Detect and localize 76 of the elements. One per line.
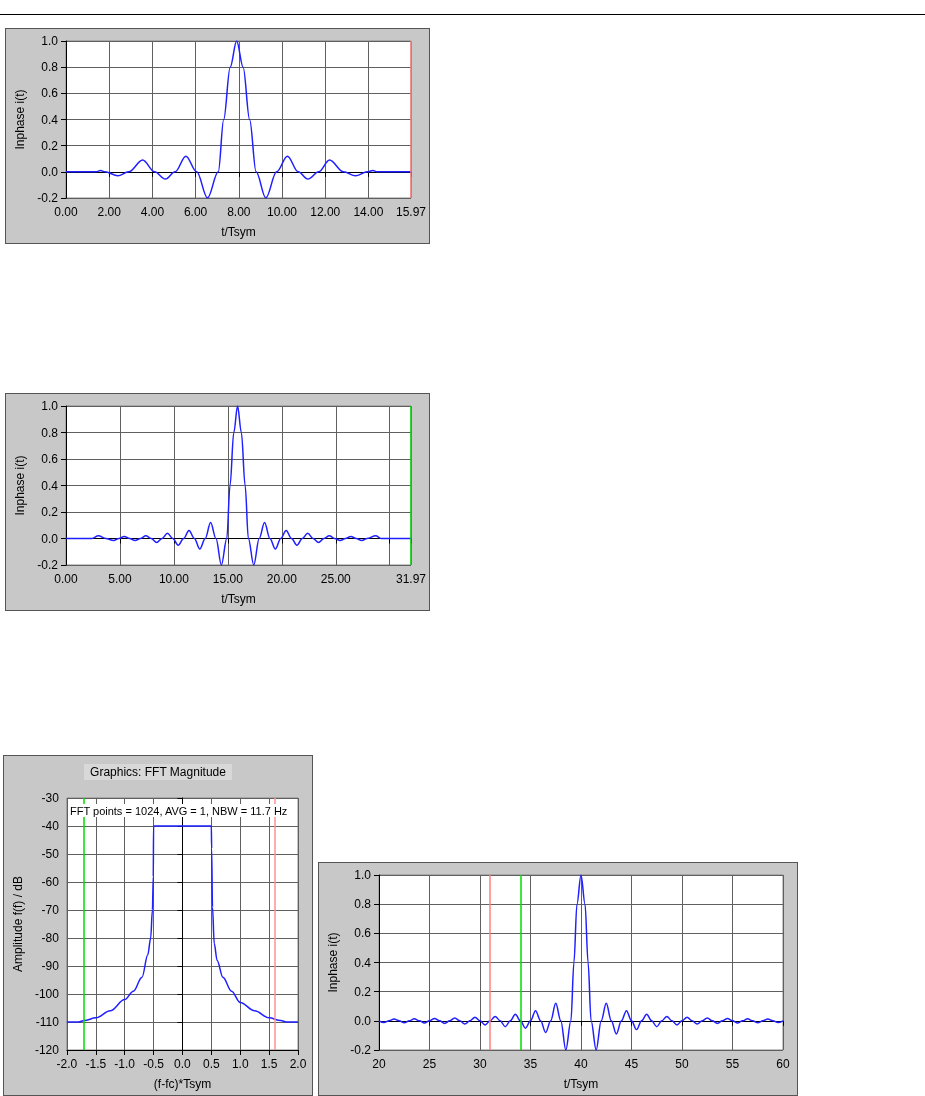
x-tick-label: 2.0 <box>289 1057 307 1071</box>
x-tick-label: 14.00 <box>353 205 384 219</box>
y-tick-label: 0.4 <box>41 112 59 127</box>
y-tick-label: -30 <box>41 791 60 805</box>
y-axis-title: Inphase i(t) <box>13 89 27 150</box>
x-tick-label: 35 <box>523 1057 538 1071</box>
y-tick-label: 0.0 <box>354 1013 372 1028</box>
y-tick-label: 0.4 <box>41 478 59 493</box>
x-tick-label: 10.00 <box>267 205 298 219</box>
y-tick-label: 0.2 <box>41 138 59 153</box>
x-tick-label: -1.5 <box>85 1057 107 1071</box>
y-tick-label: -50 <box>41 847 60 861</box>
y-tick-label: -100 <box>34 987 60 1001</box>
y-tick-label: -120 <box>34 1043 60 1057</box>
x-tick-label: 0.00 <box>54 205 78 219</box>
x-axis-title: t/Tsym <box>563 1077 599 1091</box>
y-tick-label: 0.0 <box>41 531 59 546</box>
x-tick-label: 10.00 <box>158 572 190 586</box>
y-tick-label: -80 <box>41 931 60 945</box>
y-tick-label: 0.6 <box>354 926 372 941</box>
y-tick-label: 0.6 <box>41 452 59 466</box>
x-tick-label: -1.0 <box>114 1057 136 1071</box>
y-tick-label: 0.6 <box>41 86 59 101</box>
y-tick-label: 0.2 <box>41 505 59 519</box>
y-tick-label: 0.8 <box>41 425 59 440</box>
y-tick-label: 0.8 <box>354 897 372 912</box>
x-tick-label: 0.0 <box>174 1057 192 1071</box>
x-tick-label: 0.00 <box>54 572 78 586</box>
x-axis-title: t/Tsym <box>221 592 256 606</box>
y-tick-label: 0.2 <box>354 984 372 999</box>
x-tick-label: 2.00 <box>97 205 122 219</box>
y-tick-label: 1.0 <box>354 868 372 882</box>
x-tick-label: 8.00 <box>227 205 251 219</box>
x-tick-label: 60 <box>776 1057 790 1071</box>
y-tick-label: 1.0 <box>41 34 59 48</box>
x-tick-label: 6.00 <box>183 205 208 219</box>
y-tick-label: -0.2 <box>350 1043 372 1057</box>
x-tick-label: 12.00 <box>310 205 341 219</box>
x-tick-label: 15.00 <box>212 572 244 586</box>
x-tick-label: 5.00 <box>108 572 132 586</box>
x-tick-label: 20.00 <box>266 572 298 586</box>
y-tick-label: 0.4 <box>354 955 372 970</box>
x-axis-title: (f-fc)*Tsym <box>153 1077 212 1091</box>
annotation: FFT points = 1024, AVG = 1, NBW = 11.7 Hz <box>70 804 288 817</box>
x-tick-label: 55 <box>725 1057 740 1071</box>
x-tick-label: 25 <box>422 1057 437 1071</box>
x-tick-label: 20 <box>372 1057 386 1071</box>
x-tick-label: -2.0 <box>56 1057 78 1071</box>
x-tick-label: 50 <box>675 1057 689 1071</box>
y-tick-label: -90 <box>41 959 60 973</box>
x-tick-label: 15.97 <box>395 205 427 219</box>
x-tick-label: 31.97 <box>395 572 427 586</box>
chart-title: Graphics: FFT Magnitude <box>90 765 227 779</box>
y-axis-title: Amplitude f(f) / dB <box>11 875 25 973</box>
y-axis-title: Inphase i(t) <box>326 932 340 993</box>
x-tick-label: 1.5 <box>260 1057 278 1071</box>
y-tick-label: -40 <box>41 819 60 833</box>
x-tick-label: 0.5 <box>203 1057 221 1071</box>
y-tick-label: 0.8 <box>41 60 59 75</box>
y-tick-label: -0.2 <box>37 558 59 572</box>
x-tick-label: 1.0 <box>231 1057 249 1071</box>
x-tick-label: -0.5 <box>143 1057 165 1071</box>
x-axis-title: t/Tsym <box>221 225 256 239</box>
y-tick-label: -60 <box>41 875 60 889</box>
line-series <box>66 825 299 1023</box>
y-tick-label: -110 <box>35 1015 60 1029</box>
x-tick-label: 40 <box>574 1057 588 1071</box>
x-tick-label: 25.00 <box>320 572 352 586</box>
x-tick-label: 30 <box>473 1057 487 1071</box>
y-tick-label: -0.2 <box>37 191 59 205</box>
y-axis-title: Inphase i(t) <box>13 455 27 516</box>
x-tick-label: 45 <box>624 1057 639 1071</box>
y-tick-label: 1.0 <box>41 399 59 413</box>
x-tick-label: 4.00 <box>140 205 165 219</box>
y-tick-label: 0.0 <box>41 164 59 179</box>
y-tick-label: -70 <box>41 903 60 917</box>
